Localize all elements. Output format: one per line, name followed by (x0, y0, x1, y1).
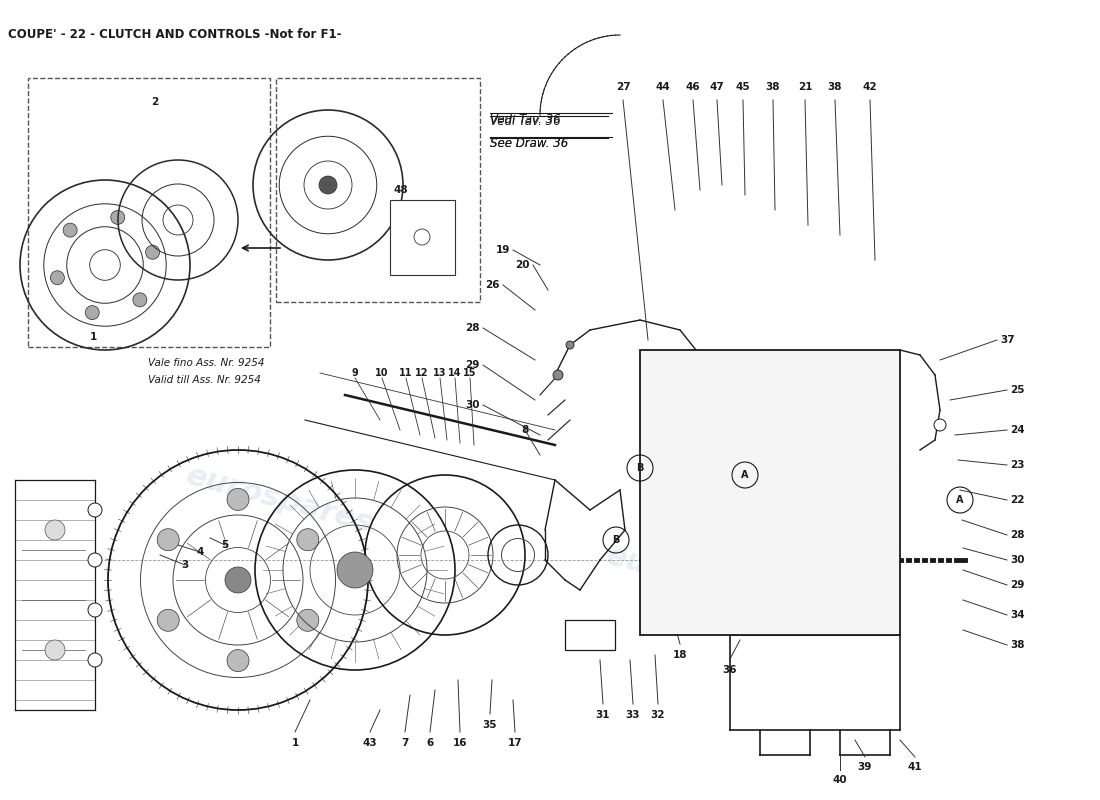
Circle shape (45, 520, 65, 540)
Bar (640, 350, 900, 635)
Circle shape (934, 419, 946, 431)
Text: 44: 44 (656, 82, 670, 92)
Text: Valid till Ass. Nr. 9254: Valid till Ass. Nr. 9254 (148, 375, 261, 385)
Text: 10: 10 (375, 368, 388, 378)
Text: 29: 29 (465, 360, 480, 370)
Text: See Draw. 36: See Draw. 36 (490, 137, 569, 150)
Circle shape (88, 653, 102, 667)
Text: 24: 24 (1010, 425, 1024, 435)
Text: eurospares: eurospares (184, 461, 377, 539)
Text: 1: 1 (292, 738, 298, 748)
Text: 9: 9 (352, 368, 359, 378)
Circle shape (226, 567, 251, 593)
Circle shape (319, 176, 337, 194)
Text: 23: 23 (1010, 460, 1024, 470)
Text: 5: 5 (221, 540, 229, 550)
Text: A: A (741, 470, 749, 480)
Circle shape (63, 223, 77, 237)
Text: 31: 31 (596, 710, 611, 720)
Text: 41: 41 (908, 762, 922, 772)
Circle shape (553, 370, 563, 380)
Text: Vedi Tav. 36: Vedi Tav. 36 (490, 115, 561, 128)
Bar (565, 620, 615, 650)
Text: 30: 30 (1010, 555, 1024, 565)
Text: 38: 38 (1010, 640, 1024, 650)
Circle shape (133, 293, 147, 307)
Text: 20: 20 (516, 260, 530, 270)
Circle shape (145, 246, 160, 259)
Text: eurospares: eurospares (603, 541, 796, 619)
FancyBboxPatch shape (276, 78, 480, 302)
Text: 43: 43 (363, 738, 377, 748)
Text: See Draw. 36: See Draw. 36 (490, 137, 569, 150)
Text: 15: 15 (463, 368, 476, 378)
Text: 37: 37 (1000, 335, 1014, 345)
Text: 32: 32 (651, 710, 666, 720)
FancyArrow shape (75, 420, 130, 470)
Text: 2: 2 (152, 97, 158, 107)
Text: 19: 19 (496, 245, 510, 255)
Text: 14: 14 (449, 368, 462, 378)
Circle shape (566, 341, 574, 349)
Text: 17: 17 (508, 738, 522, 748)
Circle shape (111, 210, 124, 224)
Text: 46: 46 (685, 82, 701, 92)
Text: Vale fino Ass. Nr. 9254: Vale fino Ass. Nr. 9254 (148, 358, 264, 368)
Text: 22: 22 (1010, 495, 1024, 505)
Text: 26: 26 (485, 280, 501, 290)
Text: 35: 35 (483, 720, 497, 730)
Text: 27: 27 (616, 82, 630, 92)
Circle shape (88, 503, 102, 517)
Text: 1: 1 (89, 332, 97, 342)
Text: 4: 4 (196, 547, 204, 557)
Text: 30: 30 (465, 400, 480, 410)
Text: 45: 45 (736, 82, 750, 92)
Text: 40: 40 (833, 775, 847, 785)
Circle shape (227, 488, 249, 510)
Text: 6: 6 (427, 738, 433, 748)
Text: 34: 34 (1010, 610, 1024, 620)
Circle shape (227, 650, 249, 672)
Circle shape (414, 229, 430, 245)
Text: 8: 8 (521, 425, 529, 435)
Circle shape (88, 603, 102, 617)
Circle shape (157, 529, 179, 550)
Text: 38: 38 (827, 82, 843, 92)
Text: 3: 3 (182, 560, 188, 570)
Text: Vedi Tav. 36: Vedi Tav. 36 (490, 113, 561, 126)
Text: 13: 13 (433, 368, 447, 378)
Text: 33: 33 (626, 710, 640, 720)
Text: 11: 11 (399, 368, 412, 378)
FancyBboxPatch shape (28, 78, 270, 347)
Bar (390, 200, 455, 275)
Text: COUPE' - 22 - CLUTCH AND CONTROLS -Not for F1-: COUPE' - 22 - CLUTCH AND CONTROLS -Not f… (8, 28, 341, 41)
Circle shape (85, 306, 99, 320)
Circle shape (88, 553, 102, 567)
Text: A: A (956, 495, 964, 505)
Circle shape (297, 529, 319, 550)
Text: B: B (636, 463, 644, 473)
Circle shape (297, 610, 319, 631)
Circle shape (157, 610, 179, 631)
Text: 29: 29 (1010, 580, 1024, 590)
Text: 47: 47 (710, 82, 725, 92)
Text: 25: 25 (1010, 385, 1024, 395)
Text: 18: 18 (673, 650, 688, 660)
Text: 42: 42 (862, 82, 878, 92)
Text: 28: 28 (465, 323, 480, 333)
Circle shape (337, 552, 373, 588)
Text: 7: 7 (402, 738, 409, 748)
Text: 36: 36 (723, 665, 737, 675)
Text: 48: 48 (393, 185, 408, 195)
Text: 38: 38 (766, 82, 780, 92)
Circle shape (51, 270, 65, 285)
Text: 16: 16 (453, 738, 468, 748)
Text: 12: 12 (416, 368, 429, 378)
Text: 39: 39 (858, 762, 872, 772)
Text: 28: 28 (1010, 530, 1024, 540)
Text: B: B (613, 535, 619, 545)
Text: 21: 21 (798, 82, 812, 92)
Circle shape (45, 640, 65, 660)
